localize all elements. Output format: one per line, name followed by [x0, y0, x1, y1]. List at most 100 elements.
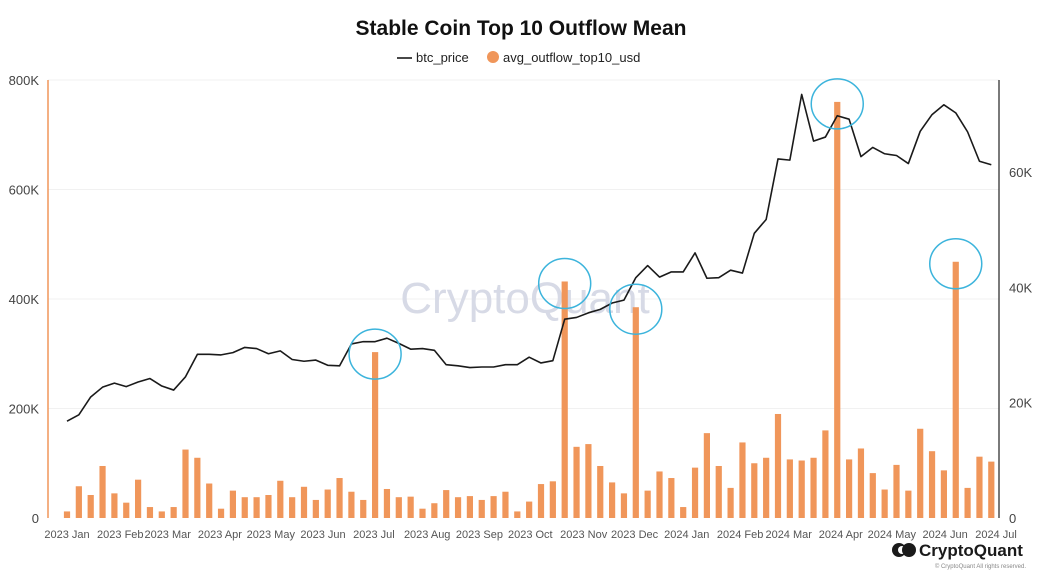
bar [881, 489, 888, 518]
bar [75, 486, 82, 518]
x-tick-label: 2024 Jun [922, 529, 967, 541]
bar [454, 497, 462, 518]
bar [502, 491, 509, 518]
x-tick-label: 2023 Feb [97, 529, 143, 541]
right-tick-label: 0 [1009, 511, 1016, 526]
annotation-circle [348, 328, 402, 380]
bar [466, 496, 473, 518]
bar [360, 499, 367, 518]
bar [561, 281, 568, 518]
legend[interactable]: btc_price avg_outflow_top10_usd [397, 50, 640, 65]
bar [715, 465, 722, 518]
x-axis-ticks: 2023 Jan 2023 Feb 2023 Mar 2023 Apr 2023 May… [44, 529, 1016, 541]
bar [514, 511, 521, 518]
x-tick-label: 2024 Jul [975, 529, 1017, 541]
annotation-circle [609, 283, 663, 335]
bar [656, 471, 663, 518]
legend-label-avg-outflow: avg_outflow_top10_usd [503, 50, 640, 65]
bar [241, 497, 248, 518]
bar [537, 484, 545, 518]
right-tick-label: 20K [1009, 396, 1032, 411]
legend-label-btc-price: btc_price [416, 50, 469, 65]
x-tick-label: 2023 Oct [508, 529, 553, 541]
bar [111, 493, 118, 518]
bar [952, 261, 959, 518]
watermark-text: CryptoQuant [400, 274, 649, 323]
x-tick-label: 2023 Jul [353, 529, 395, 541]
bar [940, 470, 947, 518]
bar [383, 488, 391, 518]
annotation-circle [537, 257, 592, 310]
left-tick-label: 200K [9, 402, 40, 417]
left-tick-label: 800K [9, 73, 40, 88]
x-tick-label: 2023 Apr [198, 529, 242, 541]
x-tick-label: 2023 Jan [44, 529, 89, 541]
bar [964, 487, 971, 518]
bar [253, 497, 260, 518]
btc-price-line [66, 93, 992, 422]
bar [490, 496, 497, 518]
x-tick-label: 2023 Dec [611, 529, 659, 541]
bar [751, 463, 758, 518]
bar [763, 457, 770, 518]
bar [632, 307, 639, 518]
bar [194, 457, 201, 518]
bar [609, 482, 616, 518]
bar [300, 486, 308, 518]
bar [680, 507, 687, 518]
right-axis-ticks: 0 20K 40K 60K [1009, 165, 1032, 526]
bar [585, 444, 592, 518]
bar [703, 433, 710, 518]
x-tick-label: 2023 Jun [300, 529, 345, 541]
x-tick-label: 2023 Nov [560, 529, 608, 541]
bar [976, 456, 983, 518]
bar [63, 511, 71, 518]
branding: CryptoQuant © CryptoQuant All rights res… [892, 541, 1026, 570]
bar [834, 101, 841, 519]
bar [324, 489, 331, 518]
bar [443, 490, 450, 518]
bar [857, 448, 865, 518]
x-tick-label: 2024 Mar [765, 529, 812, 541]
bar [478, 499, 485, 518]
bar [229, 490, 236, 519]
bar [905, 490, 912, 519]
bar [573, 446, 580, 518]
bar [810, 457, 817, 518]
cryptoquant-logo-icon [892, 543, 916, 557]
copyright-text: © CryptoQuant All rights reserved. [935, 563, 1026, 570]
bar [277, 480, 284, 518]
annotation-circles [348, 78, 983, 380]
bar [419, 508, 426, 518]
x-tick-label: 2023 Sep [456, 529, 503, 541]
bar [158, 511, 165, 518]
annotation-circle [929, 238, 983, 290]
bar [336, 478, 343, 518]
x-tick-label: 2023 May [247, 529, 296, 541]
bar [312, 499, 319, 518]
left-tick-label: 0 [32, 511, 39, 526]
bar [798, 460, 805, 518]
bar [217, 508, 225, 518]
line-series [66, 93, 992, 422]
bar [206, 483, 213, 518]
bar [348, 491, 355, 518]
annotation-circle [810, 78, 864, 130]
bar [289, 497, 296, 518]
x-tick-label: 2024 Apr [819, 529, 863, 541]
bar [739, 442, 746, 518]
chart-title: Stable Coin Top 10 Outflow Mean [356, 17, 687, 40]
bar [87, 495, 94, 518]
bar [549, 481, 556, 518]
bar [526, 501, 533, 518]
bar-series [63, 101, 995, 519]
bar [182, 449, 189, 518]
bar [928, 451, 936, 518]
bar [786, 459, 793, 518]
bar [146, 507, 154, 518]
bar [431, 503, 438, 518]
bar [99, 465, 106, 518]
bar [893, 464, 900, 518]
x-tick-label: 2024 Jan [664, 529, 709, 541]
